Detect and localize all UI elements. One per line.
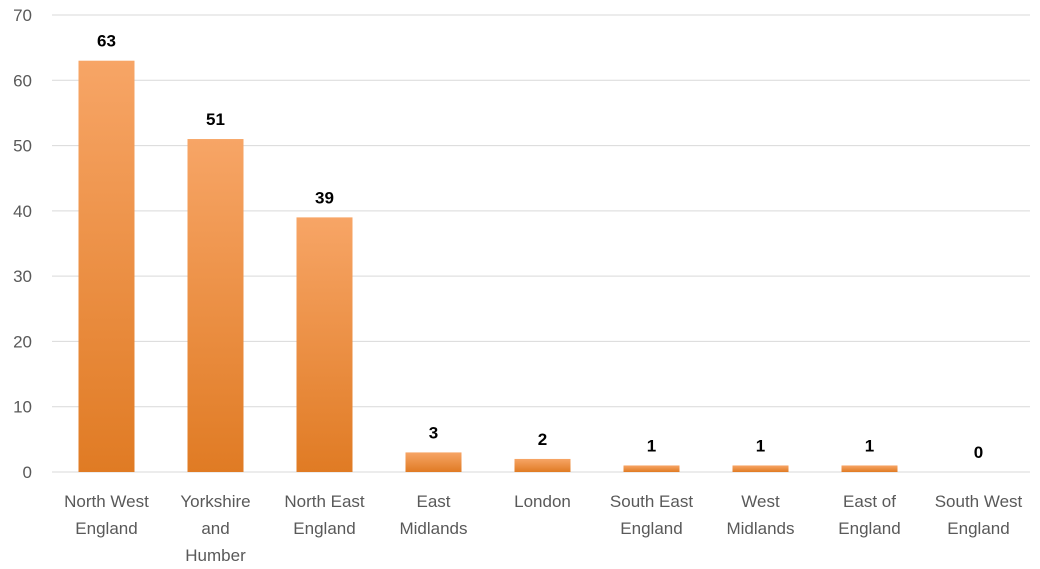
bar-north-east-england — [296, 217, 353, 472]
bar-west-midlands — [732, 465, 789, 472]
x-category-label: East of England — [838, 492, 900, 538]
x-category-label: London — [514, 492, 571, 511]
y-tick-label: 30 — [13, 267, 32, 286]
bar-east-of-england — [841, 465, 898, 472]
x-category-label-line: England — [293, 519, 355, 538]
bar-yorkshire-and-humber — [187, 139, 244, 473]
y-tick-label: 10 — [13, 398, 32, 417]
y-tick-label: 0 — [23, 463, 32, 482]
x-category-label-line: Midlands — [726, 519, 794, 538]
x-category-label: Yorkshire and Humber — [180, 492, 250, 565]
x-category-label-line: Yorkshire — [180, 492, 250, 511]
data-label: 51 — [206, 110, 225, 129]
x-category-label: South East England — [610, 492, 693, 538]
data-label: 1 — [647, 436, 656, 455]
y-tick-label: 50 — [13, 137, 32, 156]
x-category-label: North West England — [64, 492, 149, 538]
y-tick-label: 70 — [13, 6, 32, 25]
bars — [78, 60, 898, 473]
x-category-label-line: North East — [284, 492, 365, 511]
y-tick-label: 60 — [13, 71, 32, 90]
bar-london — [514, 458, 571, 472]
x-category-label-line: England — [75, 519, 137, 538]
x-category-label: East Midlands — [399, 492, 467, 538]
x-category-label-line: North West — [64, 492, 149, 511]
bar-east-midlands — [405, 452, 462, 472]
x-category-label-line: West — [741, 492, 780, 511]
x-category-label: South West England — [935, 492, 1023, 538]
x-category-label-line: London — [514, 492, 571, 511]
x-category-label-line: South East — [610, 492, 693, 511]
x-category-label-line: and — [201, 519, 229, 538]
x-category-label-line: East — [416, 492, 450, 511]
x-category-label-line: England — [620, 519, 682, 538]
data-label: 63 — [97, 32, 116, 51]
data-label: 0 — [974, 443, 983, 462]
y-tick-label: 20 — [13, 332, 32, 351]
x-category-label-line: East of — [843, 492, 896, 511]
x-category-label-line: England — [838, 519, 900, 538]
x-category-label-line: South West — [935, 492, 1023, 511]
data-label: 39 — [315, 188, 334, 207]
data-label: 2 — [538, 430, 547, 449]
y-tick-label: 40 — [13, 202, 32, 221]
bar-south-east-england — [623, 465, 680, 472]
x-axis-categories: North West England Yorkshire and Humber North… — [64, 492, 1022, 565]
data-label: 1 — [865, 436, 874, 455]
y-axis-ticks: 0 10 20 30 40 50 60 70 — [13, 6, 32, 482]
data-label: 3 — [429, 423, 438, 442]
x-category-label-line: England — [947, 519, 1009, 538]
data-labels: 63 51 39 3 2 1 1 1 0 — [97, 32, 983, 462]
data-label: 1 — [756, 436, 765, 455]
x-category-label: West Midlands — [726, 492, 794, 538]
x-category-label-line: Humber — [185, 546, 246, 565]
bar-north-west-england — [78, 60, 135, 472]
x-category-label-line: Midlands — [399, 519, 467, 538]
x-category-label: North East England — [284, 492, 365, 538]
